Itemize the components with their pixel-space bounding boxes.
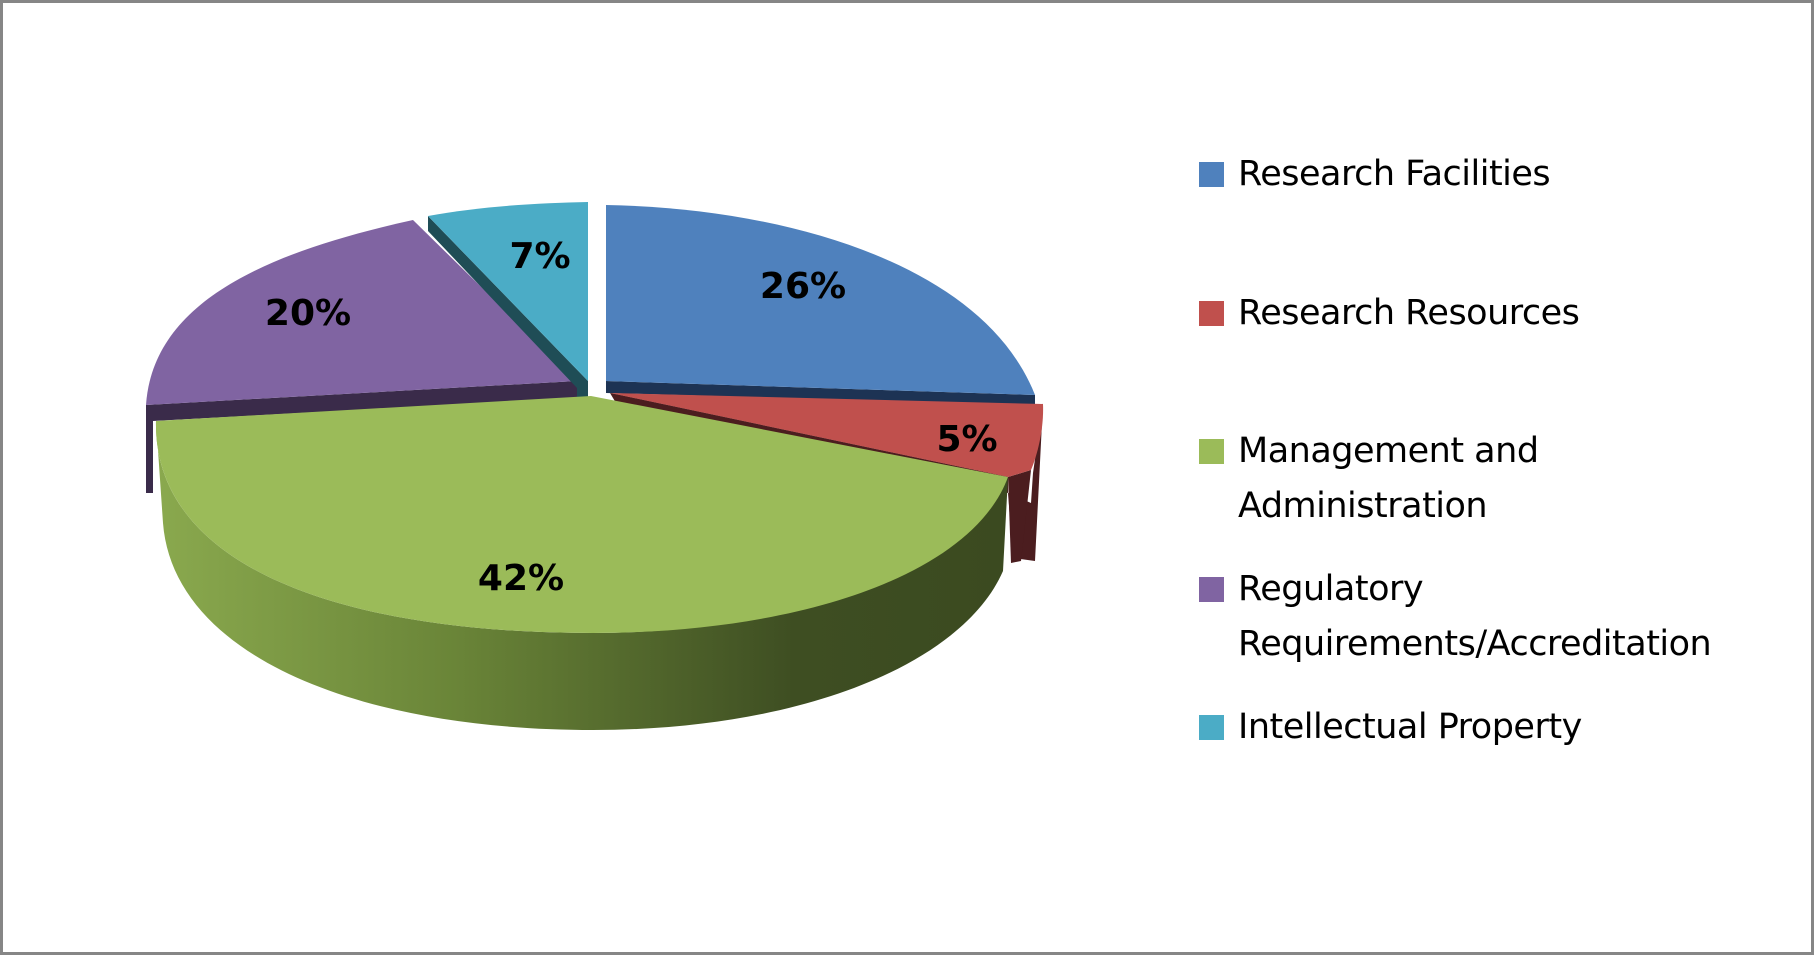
slice-management-administration[interactable] xyxy=(155,396,1008,730)
legend-label: Research Resources xyxy=(1238,293,1580,333)
legend-swatch-icon xyxy=(1199,715,1224,740)
legend-swatch-icon xyxy=(1199,162,1224,187)
slice-regulatory[interactable] xyxy=(146,220,577,493)
legend-label: Management and Administration xyxy=(1238,431,1539,526)
label-research-facilities: 26% xyxy=(760,266,846,307)
legend-label: Regulatory Requirements/Accreditation xyxy=(1238,569,1712,664)
legend-swatch-icon xyxy=(1199,439,1224,464)
label-regulatory: 20% xyxy=(265,293,351,334)
legend-item-research-resources[interactable]: Research Resources xyxy=(1199,286,1580,341)
label-management: 42% xyxy=(478,558,564,599)
legend-swatch-icon xyxy=(1199,577,1224,602)
pie-chart: 26% 5% 42% 20% 7% xyxy=(146,202,1044,730)
legend-label: Intellectual Property xyxy=(1238,707,1582,747)
legend-item-research-facilities[interactable]: Research Facilities xyxy=(1199,147,1551,202)
legend-item-regulatory[interactable]: Regulatory Requirements/Accreditation xyxy=(1199,562,1712,672)
label-research-resources: 5% xyxy=(936,419,997,460)
label-intellectual-property: 7% xyxy=(509,236,570,277)
legend-swatch-icon xyxy=(1199,301,1224,326)
slice-research-facilities[interactable] xyxy=(606,205,1035,405)
legend-item-intellectual-property[interactable]: Intellectual Property xyxy=(1199,700,1582,755)
legend-item-management-administration[interactable]: Management and Administration xyxy=(1199,424,1539,534)
legend-label: Research Facilities xyxy=(1238,154,1551,194)
slice-intellectual-property[interactable] xyxy=(428,202,588,400)
